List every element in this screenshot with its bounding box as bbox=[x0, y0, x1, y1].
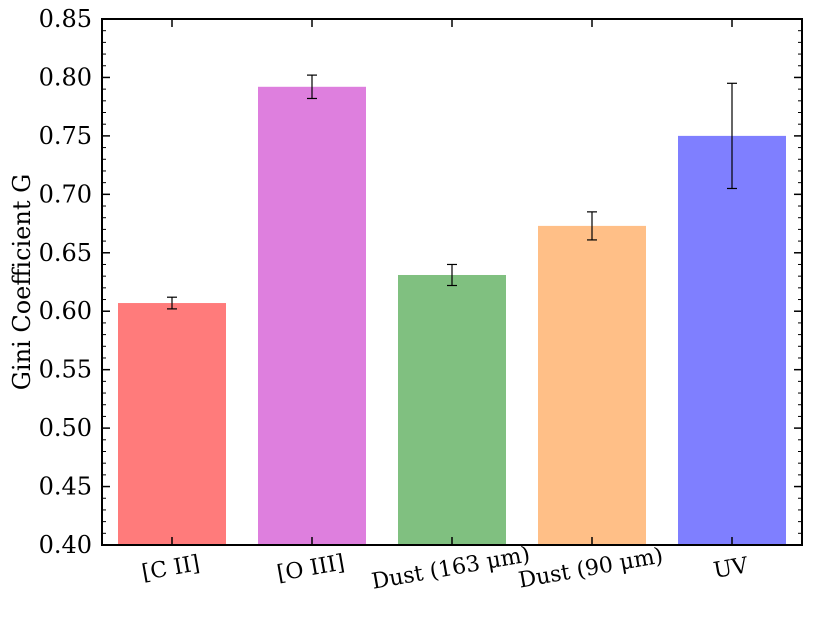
y-tick-label-1: 0.45 bbox=[39, 473, 92, 501]
plot-frame bbox=[101, 18, 803, 546]
y-tick-label-7: 0.75 bbox=[39, 122, 92, 150]
error-bar-2 bbox=[447, 263, 457, 287]
error-bar-3 bbox=[587, 211, 597, 241]
y-tick-label-2: 0.50 bbox=[39, 414, 92, 442]
bar-0 bbox=[118, 303, 226, 545]
x-tick-label-1: [O III] bbox=[275, 550, 347, 586]
bar-1 bbox=[258, 86, 366, 545]
x-tick-label-4: UV bbox=[712, 553, 751, 584]
y-tick-label-6: 0.70 bbox=[39, 180, 92, 208]
bar-4 bbox=[678, 135, 786, 545]
x-tick-label-2: Dust (163 μm) bbox=[370, 542, 532, 594]
x-tick-label-0: [C II] bbox=[140, 551, 202, 586]
y-axis: 0.40 0.45 0.50 0.55 0.60 0.65 0.70 0.75 0.80 0.85 bbox=[39, 5, 802, 559]
y-tick-label-3: 0.55 bbox=[39, 356, 92, 384]
x-tick-label-3: Dust (90 μm) bbox=[517, 544, 665, 594]
y-tick-label-5: 0.65 bbox=[39, 239, 92, 267]
bar-3 bbox=[538, 225, 646, 546]
y-axis-title-text: Gini Coefficient G bbox=[8, 174, 36, 391]
y-tick-label-9: 0.85 bbox=[39, 5, 92, 33]
bar-2 bbox=[398, 274, 506, 545]
error-bar-4 bbox=[727, 82, 737, 190]
error-bar-0 bbox=[167, 296, 177, 310]
y-tick-label-8: 0.80 bbox=[39, 63, 92, 91]
y-tick-label-0: 0.40 bbox=[39, 531, 92, 559]
error-bar-1 bbox=[307, 74, 317, 100]
errorbars-layer bbox=[167, 74, 737, 310]
bars-layer bbox=[118, 86, 786, 546]
y-tick-label-4: 0.60 bbox=[39, 297, 92, 325]
y-axis-title: Gini Coefficient G bbox=[8, 174, 36, 391]
